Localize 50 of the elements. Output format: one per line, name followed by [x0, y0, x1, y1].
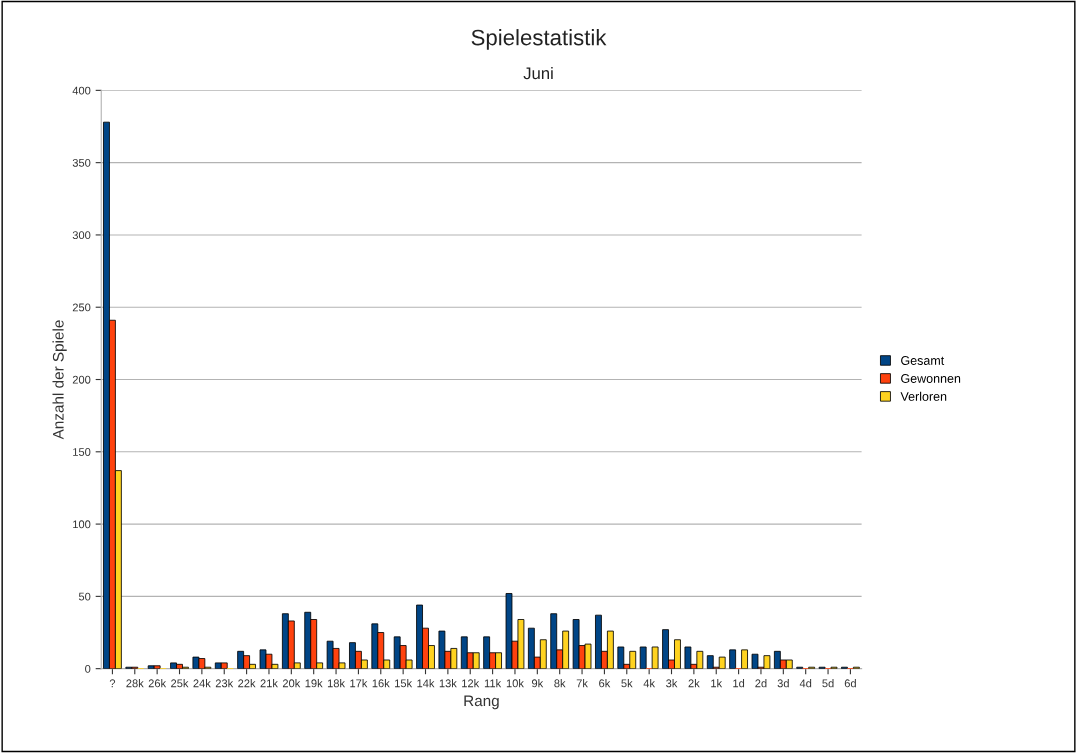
x-tick-label: 13k [439, 679, 457, 688]
x-tick-label: 7k [576, 679, 588, 688]
x-tick-label: 3k [666, 679, 678, 688]
x-tick-label: 5k [621, 679, 633, 688]
x-tick-label: 20k [282, 679, 301, 688]
x-tick-label: 24k [193, 679, 211, 688]
y-tick-label: 300 [72, 231, 91, 240]
x-tick-label: 26k [148, 679, 167, 688]
x-tick-label: 21k [260, 679, 278, 688]
x-tick-label: 9k [531, 679, 544, 688]
x-tick-label: 14k [417, 679, 435, 688]
y-tick-label: 50 [78, 592, 91, 601]
x-tick-label: 6d [844, 679, 856, 688]
x-tick-label: 1k [711, 679, 723, 688]
x-tick-label: 5d [822, 679, 834, 688]
x-tick-label: 2k [688, 679, 700, 688]
x-tick-label: 1d [733, 679, 745, 688]
x-tick-label: 2d [755, 679, 767, 688]
y-tick-label: 350 [72, 158, 91, 167]
x-tick-label: 18k [327, 679, 346, 688]
x-tick-label: 17k [350, 679, 368, 688]
legend-label: Verloren [900, 391, 947, 401]
x-tick-label: 25k [171, 679, 189, 688]
y-tick-label: 0 [85, 664, 91, 673]
y-tick-label: 150 [73, 448, 91, 456]
x-tick-label: 3d [777, 679, 789, 688]
x-tick-label: 6k [599, 679, 611, 688]
chart-title: Spielestatistik [471, 29, 607, 50]
x-tick-label: 23k [215, 679, 234, 688]
x-tick-label: 15k [395, 679, 413, 688]
y-axis-title: Anzahl der Spiele [52, 320, 67, 440]
y-tick-label: 250 [72, 303, 91, 312]
y-tick-label: 100 [73, 520, 91, 529]
legend-label: Gewonnen [901, 374, 961, 383]
x-tick-label: ? [109, 679, 116, 688]
x-tick-label: 8k [554, 679, 566, 688]
x-tick-label: 4k [643, 679, 656, 688]
x-tick-label: 12k [462, 679, 480, 688]
y-tick-label: 400 [72, 86, 91, 95]
x-tick-label: 16k [372, 679, 390, 688]
x-tick-label: 28k [126, 679, 144, 688]
x-tick-label: 4d [799, 679, 812, 688]
x-tick-label: 10k [506, 679, 524, 688]
x-tick-label: 19k [305, 679, 323, 688]
x-tick-label: 22k [238, 679, 256, 688]
legend-label: Gesamt [901, 356, 945, 365]
x-axis-title: Rang [464, 695, 499, 710]
chart-subtitle: Juni [523, 66, 553, 80]
y-tick-label: 200 [72, 375, 91, 384]
x-tick-label: 11k [484, 679, 502, 688]
